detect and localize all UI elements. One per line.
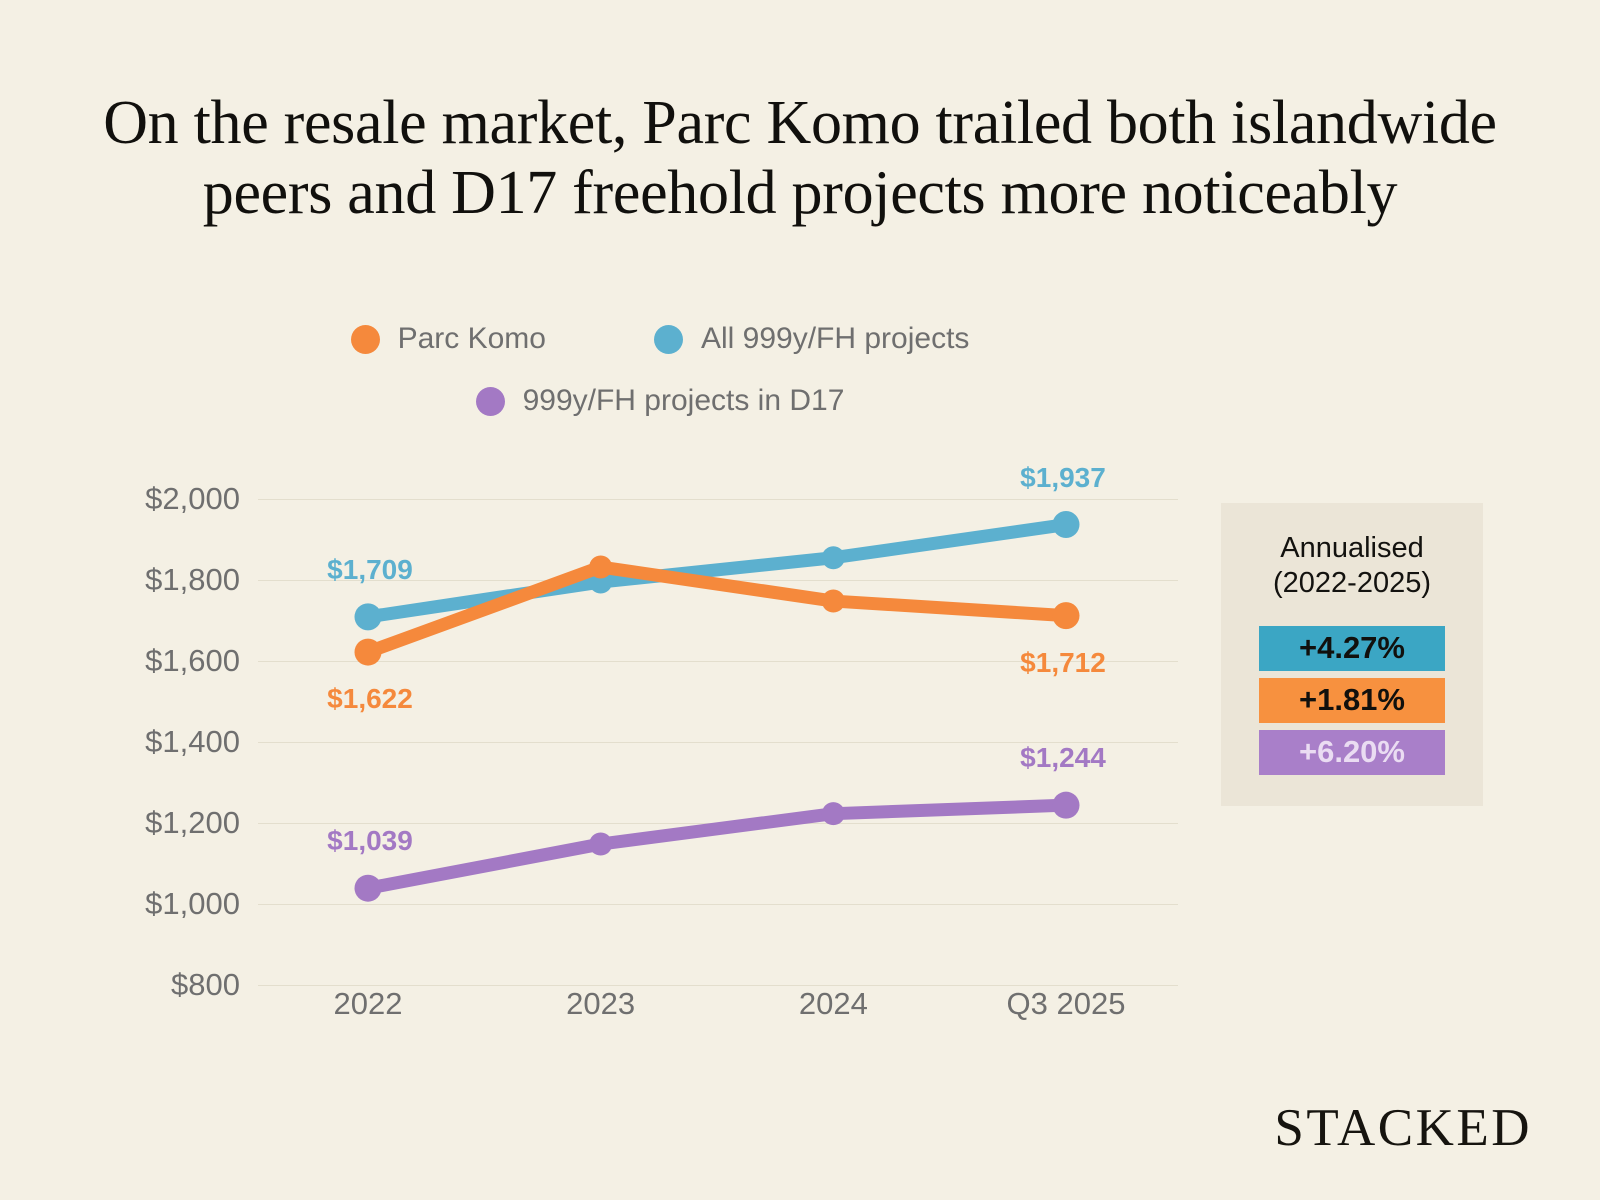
annualised-heading-line1: Annualised <box>1280 532 1424 564</box>
series-line <box>361 798 1073 895</box>
gridline <box>258 985 1178 986</box>
data-point-label: $1,709 <box>327 553 413 585</box>
chart-legend: Parc Komo All 999y/FH projects 999y/FH p… <box>160 322 1160 418</box>
data-point-label: $1,039 <box>327 825 413 857</box>
data-point-marker[interactable] <box>354 874 382 902</box>
y-axis-tick-label: $1,400 <box>145 724 240 759</box>
y-axis-tick-label: $1,600 <box>145 643 240 678</box>
data-point-marker[interactable] <box>589 832 613 856</box>
x-axis-tick-label: 2022 <box>333 986 403 1021</box>
gridline <box>258 742 1178 743</box>
legend-row-secondary: 999y/FH projects in D17 <box>160 384 1160 418</box>
annualised-summary-panel: Annualised (2022-2025) +4.27% +1.81% +6.… <box>1221 503 1483 806</box>
data-point-marker[interactable] <box>354 638 382 666</box>
annualised-badge-all-999y-fh: +4.27% <box>1259 625 1445 671</box>
y-axis-tick-label: $1,200 <box>145 805 240 840</box>
data-point-label: $1,244 <box>1020 742 1106 774</box>
legend-dot-icon <box>350 324 380 354</box>
data-point-marker[interactable] <box>589 555 613 579</box>
x-axis-tick-label: Q3 2025 <box>1006 986 1126 1021</box>
data-point-marker[interactable] <box>354 603 382 631</box>
data-point-label: $1,937 <box>1020 461 1106 493</box>
data-point-marker[interactable] <box>1052 511 1080 539</box>
series-line <box>361 560 1073 659</box>
legend-item-label: Parc Komo <box>397 322 546 355</box>
data-point-marker[interactable] <box>1052 791 1080 819</box>
data-point-marker[interactable] <box>821 589 845 613</box>
y-axis-tick-label: $2,000 <box>145 481 240 516</box>
series-line <box>361 518 1073 624</box>
stacked-logo: STACKED <box>1274 1099 1532 1157</box>
annualised-heading: Annualised (2022-2025) <box>1221 531 1483 602</box>
legend-item-parc-komo[interactable]: Parc Komo <box>350 322 546 356</box>
legend-item-d17-999y-fh[interactable]: 999y/FH projects in D17 <box>475 384 845 418</box>
data-point-label: $1,712 <box>1020 646 1106 678</box>
annualised-badge-d17-999y-fh: +6.20% <box>1259 729 1445 775</box>
x-axis-tick-label: 2023 <box>566 986 636 1021</box>
legend-row-primary: Parc Komo All 999y/FH projects <box>160 322 1160 356</box>
data-point-marker[interactable] <box>821 802 845 826</box>
y-axis-tick-label: $1,000 <box>145 886 240 921</box>
page-title: On the resale market, Parc Komo trailed … <box>103 89 1497 228</box>
x-axis-tick-label: 2024 <box>798 986 868 1021</box>
gridline <box>258 499 1178 500</box>
annualised-badge-parc-komo: +1.81% <box>1259 677 1445 723</box>
annualised-badge-stack: +4.27% +1.81% +6.20% <box>1221 625 1483 775</box>
y-axis-tick-label: $800 <box>171 967 240 1002</box>
y-axis-tick-label: $1,800 <box>145 562 240 597</box>
data-point-label: $1,622 <box>327 683 413 715</box>
legend-dot-icon <box>653 324 683 354</box>
legend-item-all-999y-fh[interactable]: All 999y/FH projects <box>653 322 970 356</box>
legend-item-label: All 999y/FH projects <box>700 322 970 355</box>
gridline <box>258 904 1178 905</box>
gridline <box>258 661 1178 662</box>
data-point-marker[interactable] <box>1052 602 1080 630</box>
data-point-marker[interactable] <box>821 546 845 570</box>
legend-item-label: 999y/FH projects in D17 <box>522 384 845 417</box>
legend-dot-icon <box>475 386 505 416</box>
annualised-heading-line2: (2022-2025) <box>1273 567 1431 600</box>
